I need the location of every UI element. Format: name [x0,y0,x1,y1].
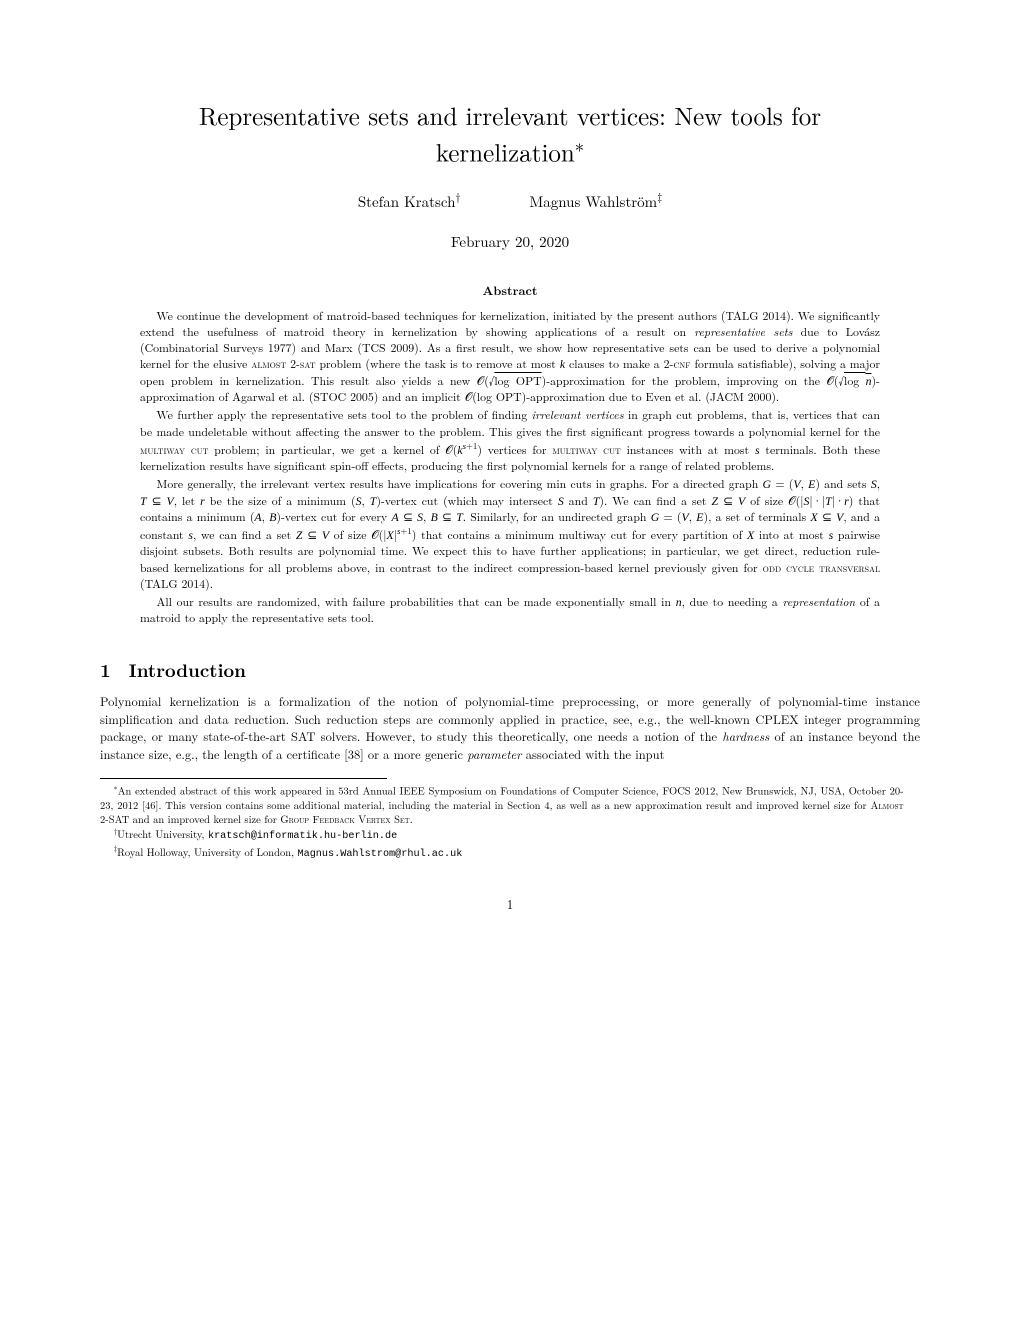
intro-paragraph: Polynomial kernelization is a formalizat… [100,693,920,764]
title-footnote-mark: ∗ [575,132,584,158]
paper-date: February 20, 2020 [100,231,920,252]
abstract-para-4: All our results are randomized, with fai… [140,594,880,627]
abstract-para-3: More generally, the irrelevant vertex re… [140,476,880,592]
footnote-3-text: Royal Holloway, University of London, Ma… [117,845,462,860]
page-number: 1 [100,895,920,913]
footnote-1: ∗An extended abstract of this work appea… [100,783,904,827]
author-block: Stefan Kratsch† Magnus Wahlström‡ [100,190,920,212]
title-line-1: Representative sets and irrelevant verti… [199,98,821,133]
author-2: Magnus Wahlström‡ [529,191,662,212]
footnote-3: ‡Royal Holloway, University of London, M… [100,844,904,861]
author-1-name: Stefan Kratsch [358,191,456,212]
section-number: 1 [100,657,111,683]
author-2-name: Magnus Wahlström [529,191,657,212]
section-heading: 1 Introduction [100,657,920,683]
title-line-2: kernelization [436,134,575,169]
author-2-mark: ‡ [657,189,662,205]
abstract-para-2: We further apply the representative sets… [140,407,880,474]
paper-title: Representative sets and irrelevant verti… [100,100,920,168]
footnote-1-text: An extended abstract of this work appear… [100,783,904,826]
abstract-heading: Abstract [100,282,920,300]
abstract-block: We continue the development of matroid-b… [140,308,880,627]
footnote-2-text: Utrecht University, kratsch@informatik.h… [117,827,397,842]
section-title: Introduction [129,657,246,683]
author-1-mark: † [455,189,460,205]
footnote-rule-and-block: ∗An extended abstract of this work appea… [100,778,387,862]
footnote-2: †Utrecht University, kratsch@informatik.… [100,827,904,844]
abstract-para-1: We continue the development of matroid-b… [140,308,880,406]
author-1: Stefan Kratsch† [358,191,466,212]
